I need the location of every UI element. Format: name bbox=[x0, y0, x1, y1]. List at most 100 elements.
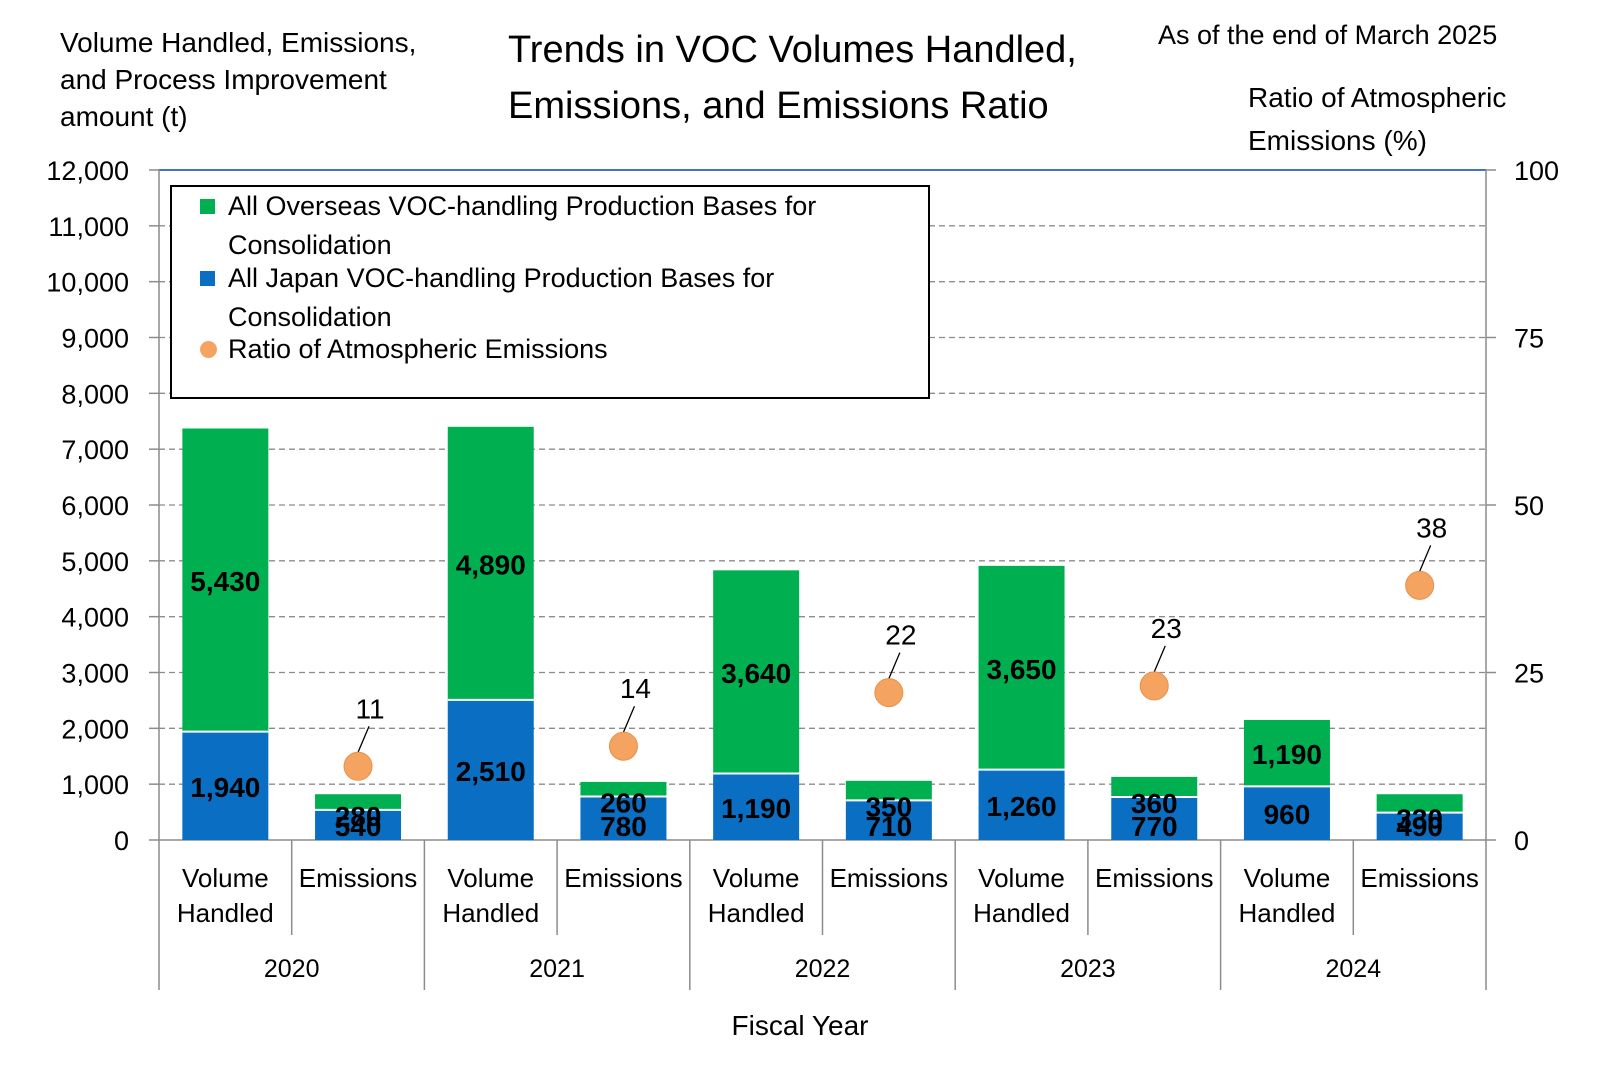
bar-overseas bbox=[1111, 776, 1198, 798]
y-tick-label: 11,000 bbox=[48, 212, 129, 242]
ratio-point bbox=[1405, 570, 1435, 600]
ratio-point bbox=[874, 678, 904, 708]
x-axis-title: Fiscal Year bbox=[731, 1010, 869, 1041]
y-tick-label: 12,000 bbox=[46, 156, 129, 186]
legend-swatch-ratio bbox=[200, 341, 217, 358]
year-label: 2021 bbox=[529, 955, 585, 983]
data-label-japan: 780 bbox=[600, 811, 647, 842]
bar-japan bbox=[447, 699, 534, 840]
legend-label-overseas: All Overseas VOC-handling Production Bas… bbox=[228, 191, 817, 260]
data-label-overseas: 260 bbox=[600, 787, 647, 818]
bar-overseas bbox=[315, 794, 402, 810]
bar-japan bbox=[978, 769, 1065, 840]
bar-overseas bbox=[580, 781, 667, 797]
bar-overseas bbox=[182, 428, 269, 732]
legend-swatch-japan bbox=[200, 271, 215, 286]
data-label-japan: 490 bbox=[1396, 811, 1443, 842]
data-label-overseas: 350 bbox=[865, 791, 912, 822]
data-label-overseas: 280 bbox=[335, 801, 382, 832]
data-label-japan: 1,940 bbox=[190, 772, 260, 803]
data-label-japan: 960 bbox=[1264, 799, 1311, 830]
category-label: Volume bbox=[978, 863, 1065, 893]
category-label: Emissions bbox=[830, 863, 948, 893]
y2-tick-label: 25 bbox=[1514, 659, 1544, 689]
y-tick-label: 1,000 bbox=[61, 770, 129, 800]
bar-japan bbox=[1111, 797, 1198, 840]
category-label: Volume bbox=[182, 863, 269, 893]
legend-item-overseas: All Overseas VOC-handling Production Bas… bbox=[200, 187, 908, 265]
bar-overseas bbox=[1243, 719, 1330, 787]
data-label-overseas: 3,650 bbox=[987, 654, 1057, 685]
category-label: Emissions bbox=[1095, 863, 1213, 893]
data-label-japan: 770 bbox=[1131, 811, 1178, 842]
ratio-point bbox=[1139, 671, 1169, 701]
y-tick-label: 8,000 bbox=[61, 379, 129, 409]
y-tick-label: 4,000 bbox=[61, 603, 129, 633]
y2-tick-label: 50 bbox=[1514, 491, 1544, 521]
ratio-leader-line bbox=[888, 652, 901, 679]
y-tick-label: 0 bbox=[114, 826, 129, 856]
category-label: Volume bbox=[713, 863, 800, 893]
bar-overseas bbox=[978, 565, 1065, 770]
ratio-leader-line bbox=[1153, 645, 1166, 673]
legend: All Overseas VOC-handling Production Bas… bbox=[170, 185, 930, 399]
year-label: 2023 bbox=[1060, 955, 1116, 983]
y2-axis-title: Ratio of Atmospheric Emissions (%) bbox=[1248, 82, 1507, 156]
legend-swatch-overseas bbox=[200, 199, 215, 214]
y-tick-label: 3,000 bbox=[61, 659, 129, 689]
data-label-japan: 2,510 bbox=[456, 756, 526, 787]
category-label: Emissions bbox=[299, 863, 417, 893]
y2-tick-label: 0 bbox=[1514, 826, 1529, 856]
y-axis-title: Volume Handled, Emissions, and Process I… bbox=[60, 27, 417, 132]
data-label-japan: 710 bbox=[865, 811, 912, 842]
legend-label-japan: All Japan VOC-handling Production Bases … bbox=[228, 263, 775, 332]
ratio-point bbox=[608, 731, 638, 761]
category-label: Volume bbox=[1244, 863, 1331, 893]
data-label-overseas: 4,890 bbox=[456, 549, 526, 580]
bar-overseas bbox=[447, 426, 534, 700]
bar-overseas bbox=[1376, 794, 1463, 813]
ratio-leader-line bbox=[622, 705, 636, 733]
bar-overseas bbox=[713, 570, 800, 774]
data-label-overseas: 5,430 bbox=[190, 566, 260, 597]
category-label: Handled bbox=[973, 898, 1070, 928]
data-label-overseas: 1,190 bbox=[1252, 739, 1322, 770]
category-label: Handled bbox=[1239, 898, 1336, 928]
y-tick-label: 7,000 bbox=[61, 435, 129, 465]
category-label: Volume bbox=[447, 863, 534, 893]
ratio-point bbox=[343, 751, 373, 781]
y-tick-label: 5,000 bbox=[61, 547, 129, 577]
data-label-overseas: 360 bbox=[1131, 788, 1178, 819]
bar-japan bbox=[845, 800, 932, 840]
bar-japan bbox=[580, 796, 667, 840]
ratio-label: 23 bbox=[1151, 613, 1182, 644]
y-tick-label: 10,000 bbox=[46, 268, 129, 298]
legend-item-ratio: Ratio of Atmospheric Emissions bbox=[200, 330, 908, 369]
data-label-overseas: 330 bbox=[1396, 804, 1443, 835]
bar-overseas bbox=[845, 780, 932, 801]
legend-label-ratio: Ratio of Atmospheric Emissions bbox=[228, 334, 608, 364]
year-label: 2022 bbox=[795, 955, 851, 983]
ratio-label: 11 bbox=[356, 693, 385, 724]
category-label: Handled bbox=[708, 898, 805, 928]
ratio-leader-line bbox=[1419, 545, 1432, 572]
y2-tick-label: 75 bbox=[1514, 324, 1544, 354]
as-of-note: As of the end of March 2025 bbox=[1158, 20, 1498, 50]
bar-japan bbox=[1243, 786, 1330, 840]
data-label-overseas: 3,640 bbox=[721, 658, 791, 689]
year-label: 2024 bbox=[1325, 955, 1381, 983]
ratio-label: 22 bbox=[885, 620, 916, 651]
bar-japan bbox=[713, 773, 800, 840]
bar-japan bbox=[315, 809, 402, 840]
ratio-label: 14 bbox=[620, 673, 651, 704]
year-label: 2020 bbox=[264, 955, 320, 983]
category-label: Emissions bbox=[1360, 863, 1478, 893]
y2-tick-label: 100 bbox=[1514, 156, 1559, 186]
y-tick-label: 2,000 bbox=[61, 714, 129, 744]
category-label: Handled bbox=[177, 898, 274, 928]
chart-title: Trends in VOC Volumes Handled, Emissions… bbox=[508, 29, 1077, 127]
category-label: Handled bbox=[442, 898, 539, 928]
data-label-japan: 1,260 bbox=[987, 791, 1057, 822]
y-tick-label: 6,000 bbox=[61, 491, 129, 521]
